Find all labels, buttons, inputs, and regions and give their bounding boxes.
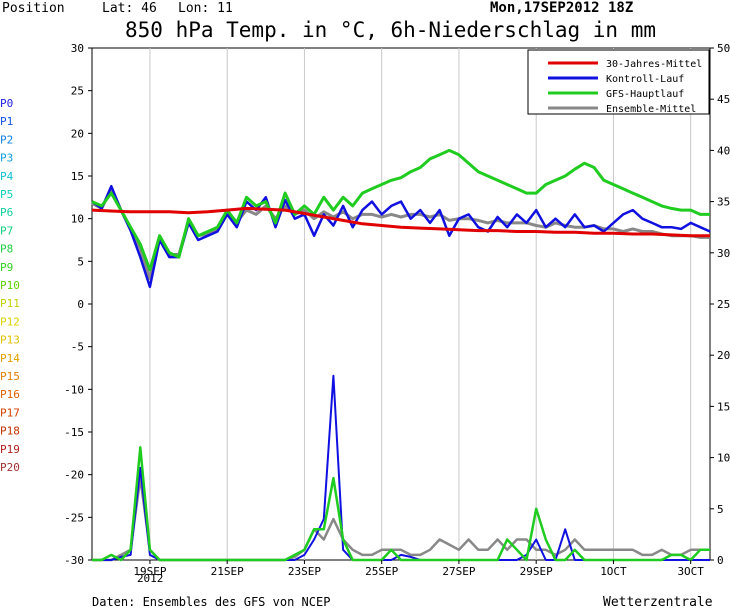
right-axis-tick-label: 5 [717,503,724,516]
left-axis-tick-label: 15 [71,170,84,183]
chart-title: 850 hPa Temp. in °C, 6h-Niederschlag in … [125,18,656,42]
left-axis-tick-label: -25 [64,511,84,524]
x-axis-tick-label: 19SEP [133,565,166,578]
left-axis-tick-label: -10 [64,383,84,396]
left-axis-tick-label: 25 [71,85,84,98]
member-label-p6: P6 [0,206,13,219]
member-label-p17: P17 [0,406,20,419]
longitude-label: Lon: 11 [178,1,233,16]
latitude-label: Lat: 46 [102,1,157,16]
member-label-p5: P5 [0,188,13,201]
left-axis-tick-label: -5 [71,341,84,354]
left-axis-tick-label: 0 [77,298,84,311]
right-axis-tick-label: 15 [717,400,730,413]
data-source-label: Daten: Ensembles des GFS von NCEP [92,595,330,609]
left-axis-tick-label: 10 [71,213,84,226]
member-label-p0: P0 [0,97,13,110]
member-label-p3: P3 [0,152,13,165]
legend-entry-label: Kontroll-Lauf [606,74,684,85]
member-label-p10: P10 [0,279,20,292]
left-axis-temperature: 30 25 20 15 10 5 0 -5 -10 -15 -20 -25 -30 [64,42,92,567]
right-axis-tick-label: 20 [717,349,730,362]
right-axis-tick-label: 0 [717,554,724,567]
precipitation-lines [92,374,710,562]
right-axis-tick-label: 25 [717,298,730,311]
member-label-p19: P19 [0,443,20,456]
right-axis-tick-label: 45 [717,93,730,106]
member-label-p14: P14 [0,352,20,365]
legend-entry-label: GFS-Hauptlauf [606,89,684,100]
member-label-p13: P13 [0,334,20,347]
series-line-kontroll-lauf [91,184,711,289]
legend-entry-label: Ensemble-Mittel [606,104,696,115]
left-axis-tick-label: -15 [64,426,84,439]
right-axis-tick-label: 35 [717,196,730,209]
x-axis-tick-label: 21SEP [211,565,244,578]
x-axis-tick-label: 27SEP [442,565,475,578]
member-list: P0 P1 P2 P3 P4 P5 P6 P7 P8 P9 P10 P11 P12 P13 P14 P15 P1… [0,97,20,474]
member-label-p20: P20 [0,461,20,474]
member-label-p16: P16 [0,388,20,401]
member-label-p15: P15 [0,370,20,383]
member-label-p2: P2 [0,133,13,146]
member-label-p8: P8 [0,243,13,256]
series-line-gfs-hauptlauf-niederschlag [92,446,710,562]
left-axis-tick-label: 20 [71,127,84,140]
legend-box [527,49,710,115]
member-label-p9: P9 [0,261,13,274]
run-time-label: Mon,17SEP2012 18Z [490,0,633,16]
right-axis-tick-label: 10 [717,452,730,465]
x-axis-tick-label: 3OCT [677,565,704,578]
x-axis-tick-label: 29SEP [520,565,553,578]
series-line-30-jahres-mittel [91,206,710,238]
legend-entry-label: 30-Jahres-Mittel [606,59,702,70]
x-axis-dates: 19SEP 21SEP 23SEP 25SEP 27SEP 29SEP 1OCT 3OCT [133,560,704,578]
member-label-p11: P11 [0,297,20,310]
right-axis-tick-label: 50 [717,42,730,55]
x-axis-tick-label: 1OCT [600,565,627,578]
right-axis-tick-label: 30 [717,247,730,260]
plot-area [91,47,711,562]
plot-border [91,47,711,561]
left-axis-tick-label: 30 [71,42,84,55]
legend: 30-Jahres-Mittel Kontroll-Lauf GFS-Hauptla… [527,49,710,115]
grid-lines [149,48,692,560]
left-axis-tick-label: -30 [64,554,84,567]
right-axis-tick-label: 40 [717,144,730,157]
series-line-gfs-hauptlauf [91,148,710,272]
member-label-p18: P18 [0,425,20,438]
x-axis-tick-label: 25SEP [365,565,398,578]
member-label-p12: P12 [0,315,20,328]
temperature-lines [91,148,711,289]
position-label: Position [2,1,65,16]
member-label-p7: P7 [0,224,13,237]
member-label-p1: P1 [0,115,13,128]
left-axis-tick-label: -20 [64,469,84,482]
member-label-p4: P4 [0,170,14,183]
x-axis-tick-label: 23SEP [288,565,321,578]
year-label: 2012 [137,572,164,585]
credit-label: Wetterzentrale [603,595,713,609]
left-axis-tick-label: 5 [77,255,84,268]
